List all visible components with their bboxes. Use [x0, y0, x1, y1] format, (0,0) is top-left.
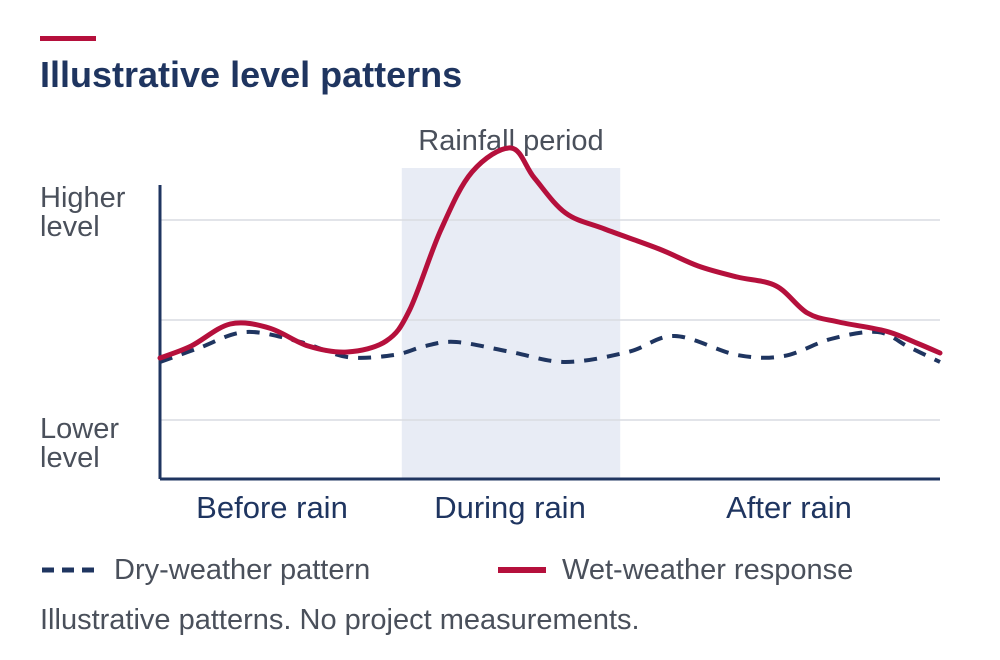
series-line-wet-weather	[157, 145, 943, 361]
y-label-lower: Lower level	[40, 415, 119, 473]
category-label-1: During rain	[434, 490, 586, 525]
y-label-higher-line-2: level	[40, 211, 100, 243]
rainfall-band	[401, 168, 621, 479]
title-accent-bar	[40, 36, 96, 41]
y-label-lower-line-1: Lower	[40, 413, 119, 445]
rainfall-band-label: Rainfall period	[418, 125, 603, 157]
legend-label-dry: Dry-weather pattern	[114, 553, 371, 586]
y-label-higher: Higher level	[40, 184, 125, 242]
footnote: Illustrative patterns. No project measur…	[40, 604, 640, 636]
chart-title: Illustrative level patterns	[40, 54, 463, 95]
legend-dashed-line-swatch	[42, 567, 98, 573]
legend-solid-line-swatch	[498, 567, 546, 573]
category-label-0: Before rain	[196, 490, 348, 525]
legend-item-wet: Wet-weather response	[496, 552, 853, 588]
category-label-2: After rain	[726, 490, 852, 525]
y-label-higher-line-1: Higher	[40, 182, 126, 214]
y-label-lower-line-2: level	[40, 442, 100, 474]
legend-label-wet: Wet-weather response	[562, 553, 854, 586]
legend-item-dry: Dry-weather pattern	[40, 552, 370, 588]
